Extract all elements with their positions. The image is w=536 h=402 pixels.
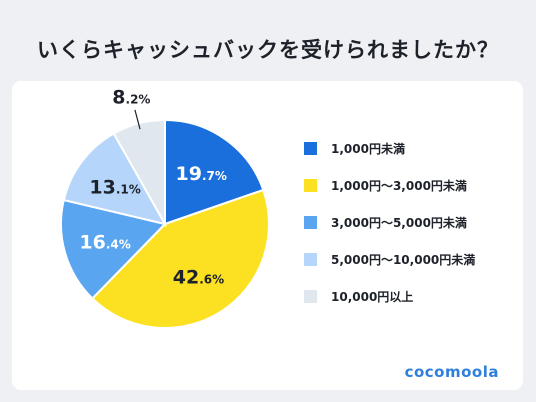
legend-label: 3,000円〜5,000円未満 <box>331 215 467 230</box>
slice-value-integer: 19 <box>176 163 202 185</box>
legend-label: 1,000円未満 <box>331 141 405 156</box>
slice-value-integer: 13 <box>89 177 115 199</box>
slice-value-decimal: .2% <box>126 92 151 106</box>
legend-label: 1,000円〜3,000円未満 <box>331 178 467 193</box>
legend-swatch <box>304 141 317 155</box>
slice-value-integer: 16 <box>79 231 105 253</box>
slice-data-label: 42.6% <box>173 267 224 289</box>
slice-value-integer: 8 <box>112 86 125 108</box>
slice-value-decimal: .4% <box>106 237 131 251</box>
label-leader-line <box>134 109 141 130</box>
pie-slice <box>60 198 167 300</box>
slice-data-label: 19.7% <box>176 163 227 185</box>
legend-swatch <box>304 215 317 229</box>
legend-swatch <box>304 252 317 266</box>
brand-logo: cocomoola <box>404 363 499 381</box>
legend-label: 5,000円〜10,000円未満 <box>331 252 476 267</box>
legend-label: 10,000円以上 <box>331 289 414 304</box>
legend-item: 1,000円〜3,000円未満 <box>304 177 467 193</box>
slice-data-label: 8.2% <box>112 86 150 108</box>
legend-item: 5,000円〜10,000円未満 <box>304 251 475 267</box>
slice-data-label: 13.1% <box>89 177 140 199</box>
legend-item: 1,000円未満 <box>304 140 405 156</box>
slice-data-label: 16.4% <box>79 231 130 253</box>
legend-item: 3,000円〜5,000円未満 <box>304 214 467 230</box>
slice-value-decimal: .7% <box>202 169 227 183</box>
pie-slice <box>62 132 167 226</box>
legend-swatch <box>304 289 317 303</box>
chart-card: 19.7% 42.6% 16.4% 13.1% 8.2% 1,000円未満 1,000円〜… <box>12 81 523 390</box>
slice-value-integer: 42 <box>173 267 199 289</box>
legend-swatch <box>304 178 317 192</box>
slice-value-decimal: .1% <box>116 183 141 197</box>
pie-slice <box>90 188 270 329</box>
legend-item: 10,000円以上 <box>304 288 413 304</box>
chart-title: いくらキャッシュバックを受けられましたか？ <box>37 38 499 62</box>
slice-value-decimal: .6% <box>199 273 224 287</box>
pie-chart: 19.7% 42.6% 16.4% 13.1% 8.2% <box>60 86 270 329</box>
